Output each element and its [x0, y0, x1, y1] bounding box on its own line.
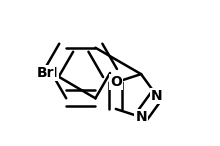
Text: N: N: [151, 89, 163, 103]
Text: N: N: [46, 66, 57, 80]
Text: O: O: [110, 75, 122, 89]
Text: N: N: [135, 110, 147, 124]
Text: Br: Br: [36, 66, 54, 80]
